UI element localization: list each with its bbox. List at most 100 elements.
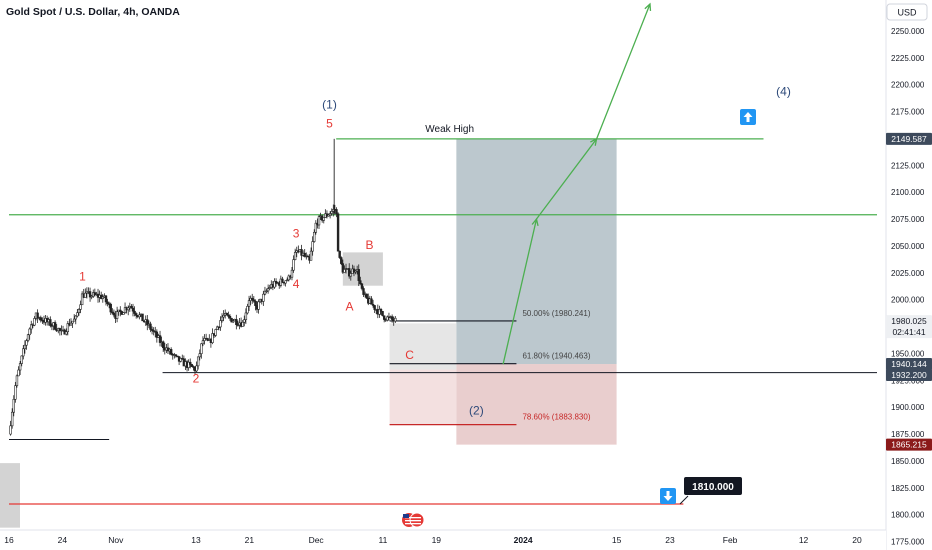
y-tick-label: 1775.000	[891, 538, 925, 547]
x-tick-label: 13	[191, 535, 201, 545]
y-tick-label: 2200.000	[891, 81, 925, 90]
correction-zone[interactable]	[389, 323, 457, 370]
candle-body	[386, 316, 389, 321]
projection-path[interactable]	[502, 3, 651, 365]
profit-zone[interactable]	[456, 138, 617, 365]
candle-body	[300, 249, 303, 256]
candle-body	[251, 297, 254, 301]
candle-body	[138, 314, 141, 318]
candle-body	[133, 310, 136, 314]
price-tag-label-1: 1980.025	[891, 316, 927, 326]
y-tick-label: 2250.000	[891, 27, 925, 36]
currency-selector[interactable]: USD	[886, 3, 928, 21]
candle-body	[352, 268, 356, 273]
x-tick-label: 2024	[514, 535, 533, 545]
candle-body	[235, 319, 238, 326]
fib-label-2: 78.60% (1883.830)	[522, 413, 590, 422]
candle-body	[365, 293, 368, 299]
candle-body	[227, 314, 230, 317]
candle-body	[71, 320, 74, 324]
candles-layer	[9, 138, 397, 436]
candle-body	[247, 300, 251, 307]
x-tick-label: 20	[852, 535, 862, 545]
candle-body	[122, 312, 125, 315]
candle-body	[265, 290, 268, 293]
y-tick-label: 2175.000	[891, 108, 925, 117]
price-tag-1[interactable]	[886, 315, 932, 328]
candle-body	[196, 356, 200, 367]
candle-body	[192, 366, 195, 368]
candle-body	[340, 257, 343, 264]
candle-body	[216, 326, 219, 330]
candle-body	[134, 313, 138, 316]
wave-label-8: C	[405, 348, 414, 362]
candle-body	[373, 305, 376, 310]
candle-body	[65, 331, 68, 335]
wave-label-6: A	[346, 299, 354, 313]
candle-body	[382, 315, 386, 320]
x-tick-label: 11	[378, 535, 387, 545]
candle-body	[322, 217, 325, 221]
arrow-up-icon[interactable]	[740, 109, 756, 125]
candle-body	[343, 269, 346, 273]
wave-label-7: B	[366, 238, 374, 252]
price-tag-2[interactable]	[886, 326, 932, 339]
candle-body	[263, 290, 267, 295]
candle-body	[25, 340, 28, 346]
arrow-down-icon[interactable]	[660, 488, 676, 504]
candle-body	[106, 301, 109, 304]
price-tag-label-2: 02:41:41	[892, 327, 925, 337]
candle-body	[313, 231, 316, 242]
price-tag-5[interactable]	[886, 438, 932, 451]
price-tag-label-5: 1865.215	[891, 440, 927, 450]
x-tick-label: 12	[799, 535, 809, 545]
candle-body	[390, 316, 394, 320]
y-tick-label: 2050.000	[891, 242, 925, 251]
candle-body	[306, 255, 310, 258]
candle-body	[286, 279, 289, 282]
wave-label-4: 5	[326, 117, 333, 131]
price-tag-4[interactable]	[886, 369, 932, 382]
demand-zone[interactable]	[0, 463, 20, 528]
candle-body	[130, 306, 133, 309]
candle-body	[15, 375, 19, 386]
economic-events-icon[interactable]	[402, 512, 425, 528]
candle-body	[109, 303, 112, 313]
candle-body	[150, 329, 154, 331]
candle-body	[292, 259, 295, 271]
weak-high-label: Weak High	[425, 124, 474, 135]
price-tag-0[interactable]	[886, 132, 932, 145]
candle-body	[12, 398, 15, 413]
candle-body	[360, 283, 364, 289]
candle-body	[127, 307, 130, 311]
candle-body	[362, 288, 365, 295]
candle-body	[104, 295, 108, 303]
candle-body	[93, 292, 97, 296]
price-tag-3[interactable]	[886, 358, 932, 371]
candle-body	[146, 319, 149, 326]
x-tick-label: 24	[58, 535, 68, 545]
callout-box[interactable]	[684, 476, 742, 495]
y-tick-label: 1875.000	[891, 430, 925, 439]
candle-body	[266, 288, 270, 292]
candle-body	[76, 312, 79, 317]
y-tick-label: 1850.000	[891, 457, 925, 466]
deep-correction-zone[interactable]	[389, 369, 457, 425]
candle-body	[327, 214, 330, 217]
candle-body	[69, 322, 73, 326]
candle-body	[381, 311, 384, 317]
stop-zone[interactable]	[456, 364, 617, 445]
candle-body	[74, 315, 77, 320]
wave-label-3: 4	[293, 277, 300, 291]
currency-label: USD	[897, 8, 917, 18]
candle-body	[273, 281, 276, 288]
wave-label-10: (4)	[776, 84, 791, 98]
candle-body	[28, 328, 31, 336]
candle-body	[230, 317, 233, 323]
annotation-labels-layer: Weak High 50.00% (1980.241) 61.80% (1940.4…	[79, 84, 791, 505]
candle-body	[187, 361, 190, 368]
candle-body	[338, 250, 341, 258]
candle-body	[219, 320, 222, 328]
candle-body	[244, 312, 248, 320]
